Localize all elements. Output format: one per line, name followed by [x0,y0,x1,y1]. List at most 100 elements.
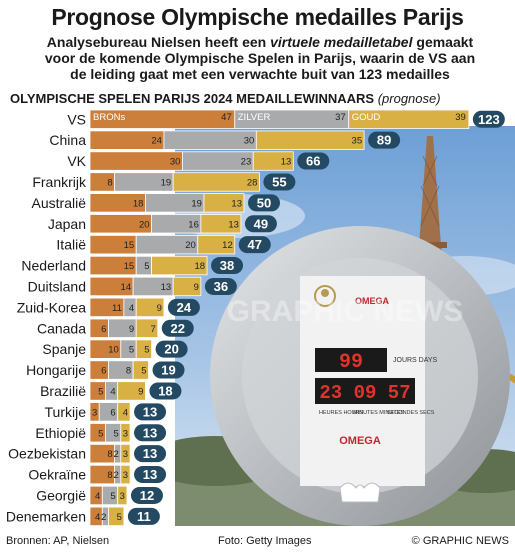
bar-gold [172,276,202,297]
country-label: Turkije [45,404,87,420]
total-badge [134,466,167,484]
total-badge [134,403,167,421]
segment-value: 2 [114,470,119,481]
total-value: 22 [171,321,185,336]
legend-label: GOUD [352,112,381,123]
segment-value: 8 [107,177,112,188]
copyright: © GRAPHIC NEWS [411,535,509,547]
unit-minutes: MINUTES MINUTES [353,410,404,416]
days-display [315,348,387,372]
segment-value: 4 [123,407,128,418]
country-label: Hongarije [26,362,86,378]
country-label: Georgië [36,487,86,503]
clock-brand-top: OMEGA [355,296,390,306]
total-value: 36 [214,279,228,294]
segment-value: 13 [231,198,242,209]
subtitle-part-1: Analysebureau Nielsen heeft een [46,34,271,50]
total-badge [211,257,244,275]
segment-value: 28 [247,177,258,188]
total-value: 55 [272,174,286,189]
segment-value: 3 [92,407,97,418]
segment-value: 47 [221,112,232,123]
country-label: Nederland [21,258,86,274]
total-badge [127,507,160,525]
unit-hours: HEURES HOURS [319,410,364,416]
segment-value: 20 [185,240,196,251]
segment-value: 23 [241,157,252,168]
segment-value: 8 [107,470,112,481]
segment-value: 4 [95,491,100,502]
segment-value: 5 [144,345,149,356]
total-value: 89 [377,133,391,148]
segment-value: 12 [222,240,233,251]
total-badge [152,361,185,379]
bar-gold [255,130,365,150]
country-label: Brazilië [40,383,86,399]
photo-credit: Foto: Getty Images [218,535,312,547]
paris2024-logo [314,285,336,307]
bar-gold [135,339,152,359]
chart-heading: OLYMPISCHE SPELEN PARIJS 2024 MEDAILLEWI… [10,91,441,106]
segment-value: 5 [144,261,149,272]
bar-bronze [89,151,183,171]
total-value: 13 [143,425,157,440]
total-value: 50 [257,195,271,210]
total-badge [167,298,200,316]
sources: Bronnen: AP, Nielsen [6,535,110,547]
bar-gold [203,193,245,213]
segment-value: 37 [335,112,346,123]
segment-value: 13 [228,219,239,230]
country-label: Italië [56,237,86,253]
segment-value: 19 [191,198,202,209]
country-label: VK [67,153,86,169]
total-value: 18 [158,383,172,398]
segment-value: 10 [108,345,119,356]
country-label: Spanje [42,341,86,357]
total-value: 12 [140,488,154,503]
subtitle: Analysebureau Nielsen heeft een virtuele… [40,34,480,82]
country-label: Oekraïne [28,467,86,483]
total-badge [368,131,401,149]
total-value: 11 [137,509,151,524]
bar-gold [252,151,294,171]
subtitle-part-2: gemaakt voor de komende Olympische Spele… [44,34,476,82]
total-badge [248,194,280,212]
bar-gold [120,464,131,485]
segment-value: 24 [151,136,162,147]
clock-base-ornament [339,482,381,503]
bar-gold [132,360,149,380]
segment-value: 5 [98,428,103,439]
segment-value: 16 [188,219,199,230]
country-label: Australië [32,195,87,211]
segment-value: 15 [124,261,135,272]
total-value: 13 [143,404,157,419]
bar-gold [135,318,159,338]
segment-value: 18 [194,261,205,272]
segment-value: 6 [101,366,106,377]
total-badge [155,340,188,358]
total-value: 13 [143,446,157,461]
subtitle-italic: virtuele medailletabel [270,34,413,50]
segment-value: 4 [95,512,100,523]
segment-value: 13 [281,157,292,168]
total-value: 47 [248,237,262,252]
total-value: 20 [164,342,178,357]
total-value: 49 [254,216,268,231]
total-badge [161,319,194,337]
bar-silver [163,130,257,150]
segment-value: 3 [123,428,128,439]
country-label: Canada [37,320,86,336]
segment-value: 5 [98,386,103,397]
total-badge [130,486,163,504]
segment-value: 15 [124,240,135,251]
segment-value: 9 [138,386,143,397]
bar-gold [117,381,146,401]
total-badge [244,215,277,233]
total-value: 123 [478,112,500,127]
bar-gold [117,485,128,506]
background-photo: OMEGA 99 JOURS DAYS 23 09 57 HEURES HOUR… [175,126,515,526]
total-badge [149,382,182,400]
segment-value: 9 [157,303,162,314]
watermark: GRAPHIC NEWS [227,295,464,328]
